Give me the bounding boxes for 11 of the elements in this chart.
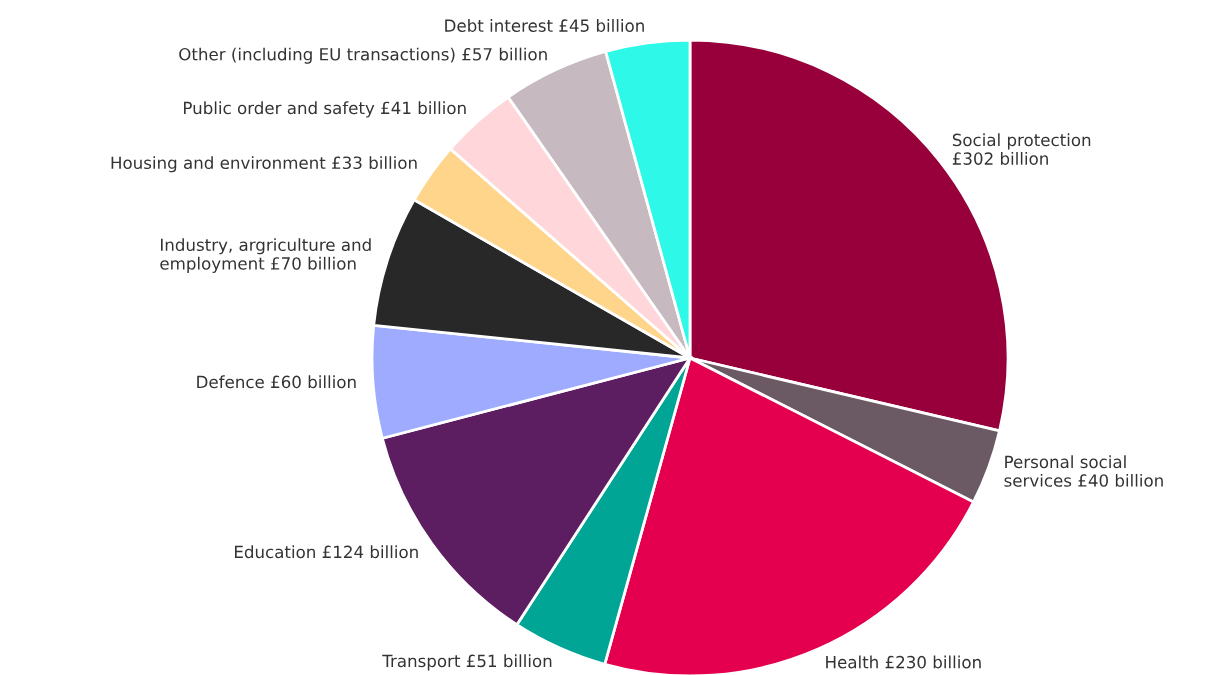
slice-label: Education £124 billion [235,545,418,559]
slice-label: Personal social services £40 billion [1004,455,1163,487]
slice-label: Public order and safety £41 billion [184,101,466,118]
slice-label: Defence £60 billion [197,375,356,389]
slice-label: Social protection £302 billion [952,133,1091,165]
slice-label: Housing and environment £33 billion [111,156,417,173]
slice-label: Debt interest £45 billion [445,19,644,32]
slice-label: Industry, argriculture and employment £70 billion [160,238,371,273]
slice-label: Other (including EU transactions) £57 billion [179,47,547,64]
slice-label: Transport £51 billion [382,654,552,671]
slice-label: Health £230 billion [826,655,981,669]
